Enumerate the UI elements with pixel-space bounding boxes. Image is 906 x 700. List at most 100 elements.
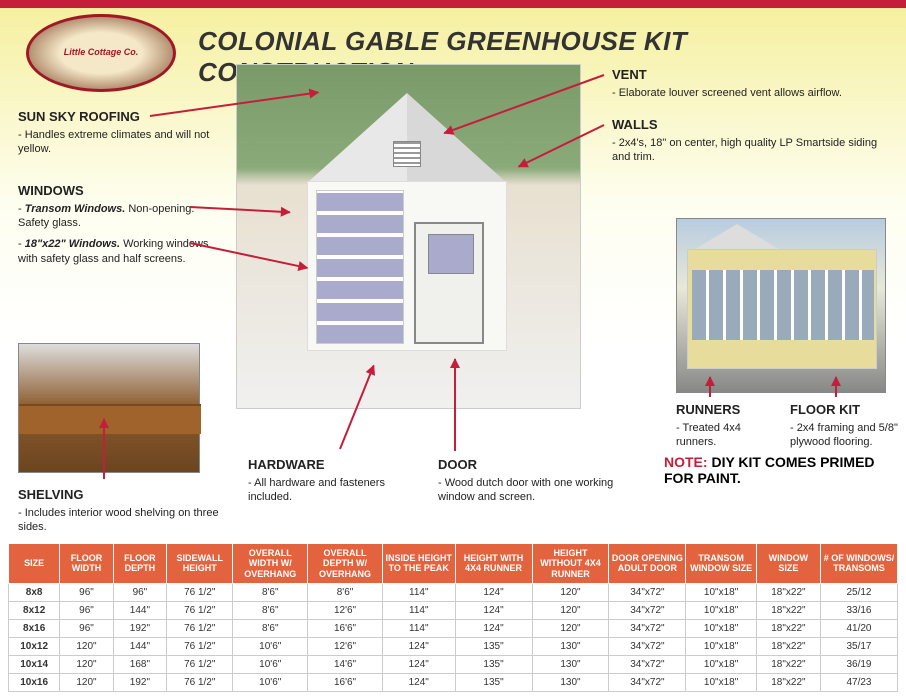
spec-col-header: OVERALL WIDTH W/ OVERHANG — [233, 543, 308, 583]
note-diy: NOTE: DIY KIT COMES PRIMED FOR PAINT. — [664, 454, 894, 486]
header-area: Little Cottage Co. COLONIAL GABLE GREENH… — [0, 8, 906, 568]
spec-row: 10x14120"168"76 1/2"10'6"14'6"124"135"13… — [9, 656, 898, 674]
spec-col-header: TRANSOM WINDOW SIZE — [686, 543, 757, 583]
window-grid — [316, 190, 404, 344]
spec-col-header: WINDOW SIZE — [756, 543, 820, 583]
note-prefix: NOTE: — [664, 454, 708, 470]
spec-cell: 130" — [532, 656, 609, 674]
spec-cell: 34"x72" — [609, 584, 686, 602]
spec-cell: 76 1/2" — [167, 620, 233, 638]
side-windows — [692, 270, 874, 340]
shelving-image — [18, 343, 200, 473]
spec-cell: 130" — [532, 674, 609, 692]
spec-cell: 96" — [60, 620, 113, 638]
spec-cell: 114" — [382, 602, 455, 620]
spec-cell: 10"x18" — [686, 638, 757, 656]
spec-row: 10x16120"192"76 1/2"10'6"16'6"124"135"13… — [9, 674, 898, 692]
callout-hardware-text: - All hardware and fasteners included. — [248, 477, 385, 504]
spec-cell: 10'6" — [233, 638, 308, 656]
spec-col-header: HEIGHT WITH 4X4 RUNNER — [455, 543, 532, 583]
arrow-door — [454, 359, 456, 451]
callout-roofing-text: - Handles extreme climates and will not … — [18, 129, 209, 156]
spec-row: 8x1296"144"76 1/2"8'6"12'6"114"124"120"3… — [9, 602, 898, 620]
spec-cell: 16'6" — [308, 620, 383, 638]
arrow-floorkit — [835, 377, 837, 397]
callout-hardware: HARDWARE - All hardware and fasteners in… — [248, 456, 428, 505]
roof-right — [407, 93, 507, 183]
spec-cell: 76 1/2" — [167, 656, 233, 674]
spec-cell: 8'6" — [233, 620, 308, 638]
spec-cell: 135" — [455, 674, 532, 692]
vent-icon — [393, 141, 421, 167]
greenhouse-shape — [307, 93, 507, 353]
logo-text: Little Cottage Co. — [64, 48, 139, 58]
callout-door: DOOR - Wood dutch door with one working … — [438, 456, 638, 505]
spec-cell: 96" — [60, 602, 113, 620]
spec-cell: 18"x22" — [756, 584, 820, 602]
shelf-board — [19, 404, 201, 434]
door-shape — [414, 222, 484, 344]
spec-cell: 36/19 — [820, 656, 897, 674]
arrow-runners — [709, 377, 711, 397]
spec-cell: 120" — [532, 602, 609, 620]
spec-cell: 12'6" — [308, 638, 383, 656]
spec-cell: 8x8 — [9, 584, 60, 602]
spec-cell: 34"x72" — [609, 620, 686, 638]
spec-cell: 10x12 — [9, 638, 60, 656]
spec-cell: 120" — [60, 674, 113, 692]
spec-row: 8x896"96"76 1/2"8'6"8'6"114"124"120"34"x… — [9, 584, 898, 602]
spec-cell: 120" — [60, 656, 113, 674]
spec-cell: 10"x18" — [686, 674, 757, 692]
spec-cell: 144" — [113, 602, 166, 620]
infographic-page: { "title": "COLONIAL GABLE GREENHOUSE KI… — [0, 0, 906, 700]
callout-roofing: SUN SKY ROOFING - Handles extreme climat… — [18, 108, 213, 157]
callout-shelving-text: - Includes interior wood shelving on thr… — [18, 507, 219, 534]
spec-cell: 8'6" — [308, 584, 383, 602]
company-logo: Little Cottage Co. — [26, 14, 176, 92]
spec-cell: 124" — [382, 674, 455, 692]
spec-cell: 25/12 — [820, 584, 897, 602]
callout-hardware-title: HARDWARE — [248, 456, 428, 474]
greenhouse-main-image — [236, 64, 581, 409]
spec-cell: 8'6" — [233, 584, 308, 602]
callout-walls-title: WALLS — [612, 116, 892, 134]
spec-cell: 34"x72" — [609, 638, 686, 656]
spec-col-header: INSIDE HEIGHT TO THE PEAK — [382, 543, 455, 583]
spec-cell: 192" — [113, 620, 166, 638]
door-window — [428, 234, 474, 274]
spec-cell: 114" — [382, 584, 455, 602]
spec-col-header: FLOOR DEPTH — [113, 543, 166, 583]
spec-col-header: DOOR OPENING ADULT DOOR — [609, 543, 686, 583]
spec-col-header: FLOOR WIDTH — [60, 543, 113, 583]
spec-table-body: 8x896"96"76 1/2"8'6"8'6"114"124"120"34"x… — [9, 584, 898, 692]
spec-cell: 8x12 — [9, 602, 60, 620]
callout-shelving: SHELVING - Includes interior wood shelvi… — [18, 486, 228, 535]
spec-col-header: OVERALL DEPTH W/ OVERHANG — [308, 543, 383, 583]
spec-cell: 16'6" — [308, 674, 383, 692]
spec-cell: 124" — [382, 656, 455, 674]
callout-floorkit-text: - 2x4 framing and 5/8" plywood flooring. — [790, 422, 898, 449]
spec-cell: 14'6" — [308, 656, 383, 674]
spec-cell: 124" — [455, 602, 532, 620]
spec-cell: 18"x22" — [756, 620, 820, 638]
spec-cell: 124" — [382, 638, 455, 656]
spec-cell: 124" — [455, 584, 532, 602]
callout-shelving-title: SHELVING — [18, 486, 228, 504]
callout-vent: VENT - Elaborate louver screened vent al… — [612, 66, 882, 100]
spec-cell: 144" — [113, 638, 166, 656]
spec-cell: 135" — [455, 656, 532, 674]
spec-cell: 135" — [455, 638, 532, 656]
spec-cell: 10"x18" — [686, 620, 757, 638]
spec-cell: 8x16 — [9, 620, 60, 638]
spec-cell: 76 1/2" — [167, 674, 233, 692]
spec-cell: 34"x72" — [609, 602, 686, 620]
spec-cell: 33/16 — [820, 602, 897, 620]
spec-col-header: SIDEWALL HEIGHT — [167, 543, 233, 583]
spec-cell: 12'6" — [308, 602, 383, 620]
spec-cell: 124" — [455, 620, 532, 638]
spec-cell: 18"x22" — [756, 638, 820, 656]
spec-cell: 18"x22" — [756, 602, 820, 620]
spec-cell: 114" — [382, 620, 455, 638]
spec-col-header: # OF WINDOWS/ TRANSOMS — [820, 543, 897, 583]
callout-door-title: DOOR — [438, 456, 638, 474]
